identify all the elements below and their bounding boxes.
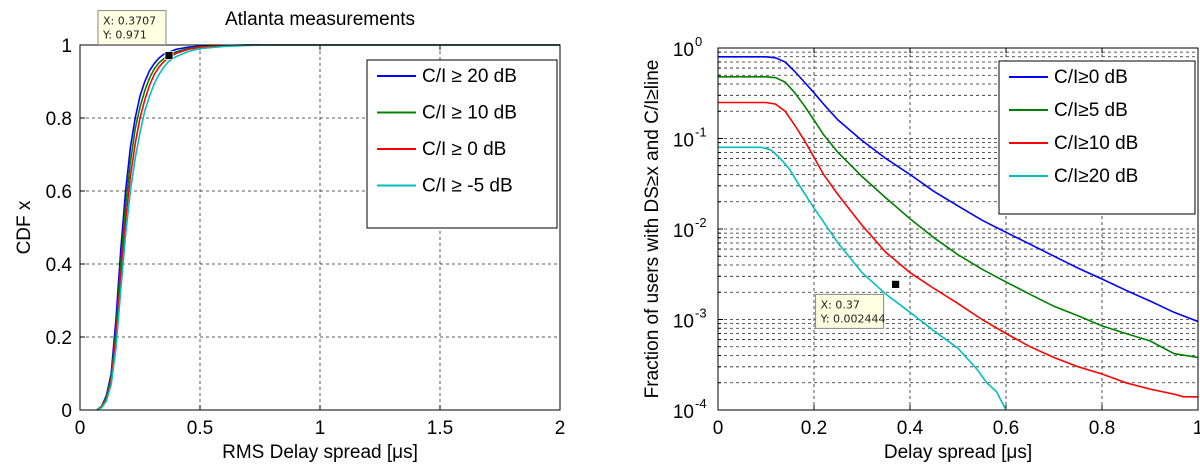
y-tick-exponent: -2 [695,215,707,230]
x-tick-label: 0.8 [1089,418,1115,439]
legend-entry: C/I ≥ 0 dB [422,139,506,160]
series-line-3 [96,44,560,411]
series-line-4 [718,146,1007,411]
x-tick-label: 0.4 [897,418,924,439]
legend-entry: C/I≥20 dB [1054,166,1138,187]
datatip-box [815,293,885,329]
legend-box [366,59,558,229]
y-tick-exponent: -4 [695,396,707,411]
axes-frame [79,44,561,411]
x-tick-label: 0.2 [801,418,827,439]
y-tick-label: 10 [673,131,694,152]
y-tick-label: 10 [673,402,694,423]
x-tick-label: 0 [75,418,86,439]
datatip-x-label: X: 0.37 [821,298,860,311]
x-tick-label: 0 [713,418,724,439]
x-tick-label: 0.5 [187,418,213,439]
y-tick-exponent: -1 [695,125,707,140]
datatip-y-label: Y: 0.971 [102,29,147,42]
grid [718,48,1198,410]
legend-entry: C/I≥0 dB [1054,67,1128,88]
legend-entry: C/I≥10 dB [1054,133,1138,154]
y-tick-label: 10 [673,221,694,242]
y-tick-label: 0.4 [46,255,73,276]
datatip-marker [891,279,900,289]
legend-entry: C/I ≥ 10 dB [422,103,517,124]
legend-box [998,60,1196,215]
x-tick-label: 1 [315,418,326,439]
series-line-3 [718,101,1198,398]
legend-entry: C/I≥5 dB [1054,100,1128,121]
chart-1: 0 0.5 1 1.5 2 0 0.2 0.4 0.6 0.8 1 Atlanta measureme… [14,9,565,463]
x-axis-label: Delay spread [μs] [884,442,1032,463]
y-tick-label: 0.8 [46,109,72,130]
x-tick-label: 0.6 [993,418,1019,439]
datatip-x-label: X: 0.3707 [103,15,156,28]
datatip[interactable]: X: 0.37Y: 0.002444 [815,279,900,329]
y-axis-label: CDF x [14,200,35,254]
legend: C/I≥0 dB C/I≥5 dB C/I≥10 dB C/I≥20 dB [998,60,1196,215]
legend: C/I ≥ 20 dB C/I ≥ 10 dB C/I ≥ 0 dB C/I ≥ -5… [366,59,558,229]
x-tick-label: 1.5 [427,418,453,439]
y-tick-label: 1 [61,36,72,57]
datatip-marker [164,51,174,60]
chart-title: Atlanta measurements [225,9,415,30]
axes-frame [717,47,1199,411]
x-tick-label: 1 [1193,418,1200,439]
y-tick-label: 10 [673,312,694,333]
y-tick-label: 0.6 [46,182,72,203]
series-line-2 [718,76,1199,359]
legend-entry: C/I ≥ 20 dB [422,66,517,87]
y-tick-exponent: -3 [695,306,707,321]
y-tick-label: 10 [673,40,694,61]
y-tick-exponent: 0 [695,34,702,49]
datatip-y-label: Y: 0.002444 [820,312,886,325]
legend-entry: C/I ≥ -5 dB [422,176,513,197]
series-line-1 [718,55,1199,323]
x-tick-label: 2 [555,418,566,439]
y-tick-label: 0 [61,401,72,422]
y-axis-label: Fraction of users with DS≥x and C/I≥line [642,60,663,399]
series-line-4 [96,44,560,411]
datatip-box [97,10,167,46]
x-axis-label: RMS Delay spread [μs] [222,442,418,463]
y-tick-label: 0.2 [46,328,72,349]
